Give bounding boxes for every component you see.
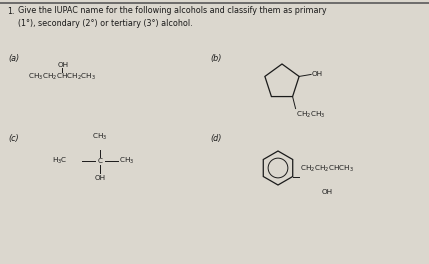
Text: OH: OH — [312, 72, 323, 77]
Text: Give the IUPAC name for the following alcohols and classify them as primary
(1°): Give the IUPAC name for the following al… — [18, 6, 326, 27]
Text: $\mathsf{CH_2CH_3}$: $\mathsf{CH_2CH_3}$ — [296, 110, 325, 120]
Text: OH: OH — [321, 190, 332, 196]
Text: OH: OH — [94, 175, 106, 181]
Text: $\mathsf{CH_3CH_2CHCH_2CH_3}$: $\mathsf{CH_3CH_2CHCH_2CH_3}$ — [28, 72, 96, 82]
Text: $\mathsf{CH_2CH_2CHCH_3}$: $\mathsf{CH_2CH_2CHCH_3}$ — [300, 164, 353, 175]
Text: $\mathsf{CH_3}$: $\mathsf{CH_3}$ — [119, 156, 134, 166]
Text: (b): (b) — [210, 54, 221, 63]
Text: (c): (c) — [8, 134, 18, 143]
Text: OH: OH — [58, 62, 69, 68]
Text: C: C — [97, 158, 103, 164]
Text: 1.: 1. — [7, 7, 15, 16]
Text: (a): (a) — [8, 54, 19, 63]
Text: $\mathsf{H_3C}$: $\mathsf{H_3C}$ — [52, 156, 68, 166]
Text: $\mathsf{CH_3}$: $\mathsf{CH_3}$ — [92, 132, 108, 142]
Text: (d): (d) — [210, 134, 221, 143]
